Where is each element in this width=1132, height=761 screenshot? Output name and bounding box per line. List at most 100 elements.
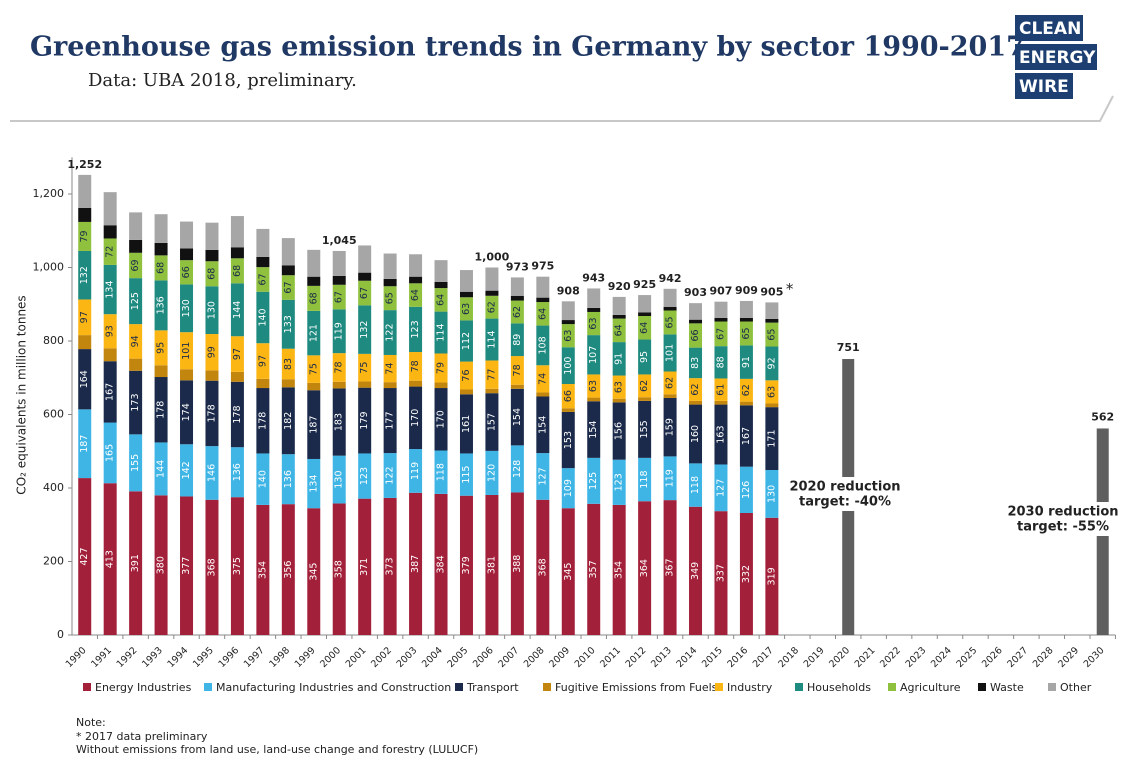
bar-segment [154, 255, 168, 281]
bar-segment [307, 249, 321, 277]
bar-segment [536, 276, 550, 298]
bar-segment [689, 323, 703, 348]
segment-label: 68 [232, 265, 243, 277]
segment-label: 123 [410, 320, 421, 338]
bar-segment [587, 335, 601, 375]
bar-segment [358, 381, 372, 388]
segment-label: 354 [257, 561, 268, 579]
segment-label: 64 [410, 289, 421, 301]
bar-segment [358, 387, 372, 454]
legend-label: Energy Industries [95, 681, 192, 694]
bar-segment [765, 407, 779, 470]
segment-label: 183 [334, 413, 345, 431]
x-tick-label: 2028 [1031, 645, 1056, 670]
legend-swatch [795, 683, 803, 691]
x-tick-label: 2030 [1082, 645, 1107, 670]
segment-label: 94 [130, 335, 141, 347]
total-label: 973 [506, 260, 529, 273]
x-tick-label: 1990 [64, 645, 89, 670]
bar-segment [459, 495, 473, 635]
segment-label: 119 [665, 469, 676, 487]
segment-label: 159 [665, 418, 676, 436]
bar-segment [154, 242, 168, 256]
logo-text: CLEAN [1019, 19, 1081, 39]
bar-segment [78, 174, 92, 208]
bar-segment [561, 411, 575, 469]
bar-segment [409, 352, 423, 381]
legend-label: Industry [727, 681, 773, 694]
legend-label: Waste [990, 681, 1024, 694]
x-tick-label: 2020 [827, 645, 852, 670]
segment-label: 367 [665, 558, 676, 576]
x-tick-label: 1995 [191, 645, 216, 670]
bar-segment [689, 303, 703, 320]
bar-segment [103, 314, 117, 349]
segment-label: 161 [461, 415, 472, 433]
bar-segment [739, 317, 753, 322]
bar-segment [536, 499, 550, 635]
bar-segment [180, 221, 194, 249]
bar-segment [689, 319, 703, 324]
bar-segment [434, 382, 448, 389]
segment-label: 154 [512, 408, 523, 426]
segment-label: 67 [715, 328, 726, 340]
legend-swatch [543, 683, 551, 691]
bar-segment [739, 405, 753, 467]
legend-label: Households [807, 681, 871, 694]
x-tick-label: 2001 [344, 645, 369, 670]
bar-segment [587, 401, 601, 458]
segment-label: 164 [79, 370, 90, 388]
segment-label: 123 [614, 473, 625, 491]
total-label: 920 [608, 280, 631, 293]
bar-segment [434, 288, 448, 312]
segment-label: 79 [436, 362, 447, 374]
segment-label: 182 [283, 412, 294, 430]
bar-segment [205, 370, 219, 381]
bar-segment [78, 250, 92, 300]
total-label: 942 [659, 272, 682, 285]
bar-segment [434, 493, 448, 635]
segment-label: 97 [232, 348, 243, 360]
segment-label: 62 [639, 380, 650, 392]
segment-label: 337 [715, 564, 726, 582]
segment-label: 364 [639, 559, 650, 577]
segment-label: 371 [359, 558, 370, 576]
segment-label: 68 [156, 262, 167, 274]
note: * 2017 data preliminary [76, 730, 208, 743]
legend-label: Manufacturing Industries and Constructio… [216, 681, 451, 694]
bar-segment [129, 370, 143, 435]
bar-segment [587, 397, 601, 402]
x-tick-label: 2027 [1005, 645, 1030, 670]
bar-segment [765, 322, 779, 347]
segment-label: 62 [690, 383, 701, 395]
y-tick-label: 0 [57, 628, 64, 641]
segment-label: 100 [563, 357, 574, 375]
segment-label: 368 [537, 558, 548, 576]
bar-segment [154, 495, 168, 635]
bar-segment [103, 348, 117, 362]
bar-segment [307, 458, 321, 509]
bar-segment [78, 299, 92, 336]
segment-label: 83 [283, 358, 294, 370]
x-tick-label: 2018 [776, 645, 801, 670]
bar-segment [638, 295, 652, 313]
bar-segment [409, 306, 423, 353]
bar-segment [638, 339, 652, 375]
y-tick-label: 200 [43, 555, 64, 568]
bar-segment [205, 249, 219, 262]
segment-label: 74 [537, 373, 548, 385]
segment-label: 63 [588, 317, 599, 329]
bar-segment [205, 261, 219, 287]
segment-label: 144 [156, 460, 167, 478]
x-tick-label: 2003 [395, 645, 420, 670]
segment-label: 140 [257, 308, 268, 326]
segment-label: 64 [639, 322, 650, 334]
y-tick-label: 600 [43, 408, 64, 421]
segment-label: 93 [105, 325, 116, 337]
bar-segment [78, 349, 92, 410]
segment-label: 62 [741, 384, 752, 396]
x-tick-label: 1999 [293, 645, 318, 670]
segment-label: 130 [334, 470, 345, 488]
segment-label: 114 [436, 323, 447, 341]
segment-label: 136 [156, 296, 167, 314]
